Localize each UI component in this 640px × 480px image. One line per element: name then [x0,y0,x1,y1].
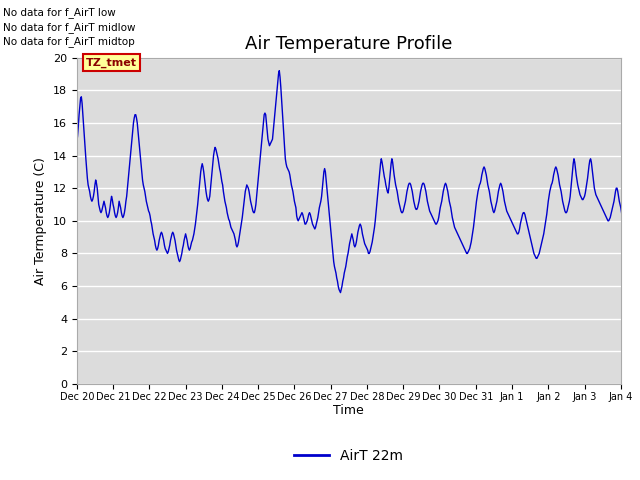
Text: No data for f_AirT low: No data for f_AirT low [3,7,116,18]
Text: TZ_tmet: TZ_tmet [86,58,137,68]
Title: Air Temperature Profile: Air Temperature Profile [245,35,452,53]
Text: No data for f_AirT midtop: No data for f_AirT midtop [3,36,135,47]
Text: No data for f_AirT midlow: No data for f_AirT midlow [3,22,136,33]
X-axis label: Time: Time [333,405,364,418]
Legend: AirT 22m: AirT 22m [289,444,409,468]
Y-axis label: Air Termperature (C): Air Termperature (C) [35,157,47,285]
